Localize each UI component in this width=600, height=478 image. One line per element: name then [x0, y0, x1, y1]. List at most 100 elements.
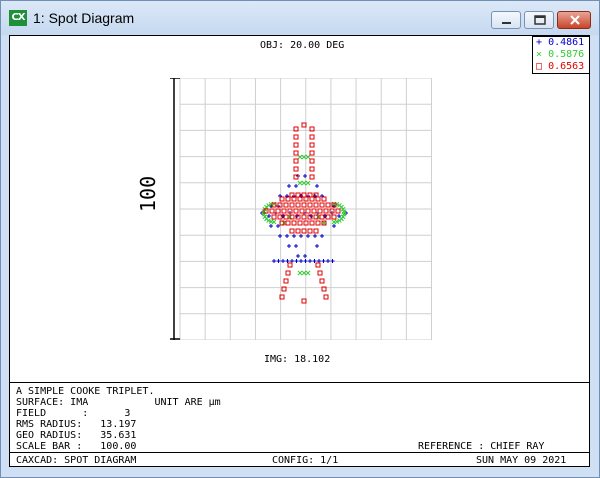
info-divider — [10, 382, 589, 383]
spot-point-red — [293, 134, 299, 140]
spot-point-red — [313, 192, 319, 198]
spot-point-blue — [287, 244, 291, 248]
spot-point-blue — [276, 224, 280, 228]
spot-point-red — [293, 174, 299, 180]
app-icon: CX — [9, 10, 27, 26]
legend-wavelength: 0.5876 — [548, 49, 585, 60]
spot-point-blue — [285, 234, 289, 238]
spot-point-red — [313, 228, 319, 234]
spot-point-blue — [269, 224, 273, 228]
spot-point-red — [289, 192, 295, 198]
spot-point-red — [319, 214, 325, 220]
spot-point-red — [309, 174, 315, 180]
spot-point-red — [263, 208, 269, 214]
spot-point-red — [309, 126, 315, 132]
spot-point-red — [295, 214, 301, 220]
spot-point-red — [271, 202, 277, 208]
minimize-button[interactable] — [491, 11, 521, 29]
spot-point-red — [307, 214, 313, 220]
reference-info: REFERENCE : CHIEF RAY — [418, 441, 545, 452]
spot-point-red — [301, 192, 307, 198]
footer-divider — [10, 452, 589, 453]
spot-point-red — [313, 214, 319, 220]
spot-point-green — [301, 154, 307, 160]
spot-point-red — [309, 158, 315, 164]
spot-point-blue — [276, 259, 281, 263]
cross-marker-icon: × — [536, 49, 543, 60]
spot-point-blue — [296, 254, 300, 258]
wavelength-legend: + 0.4861 × 0.5876 □ 0.6563 — [532, 36, 590, 74]
spot-point-red — [275, 208, 281, 214]
spot-point-red — [285, 196, 291, 202]
image-height-label: IMG: 18.102 — [264, 354, 331, 365]
footer-date: SUN MAY 09 2021 — [476, 455, 567, 466]
spot-point-red — [305, 208, 311, 214]
footer-program: CAXCAD: SPOT DIAGRAM — [16, 455, 137, 466]
object-field-label: OBJ: 20.00 DEG — [260, 40, 345, 51]
spot-point-red — [285, 220, 291, 226]
footer-config: CONFIG: 1/1 — [272, 455, 339, 466]
spot-point-green — [305, 154, 311, 160]
spot-point-green — [301, 180, 307, 186]
spot-point-blue — [267, 214, 271, 218]
spot-point-red — [289, 214, 295, 220]
title-bar[interactable]: CX 1: Spot Diagram — [1, 1, 599, 35]
spot-point-red — [297, 220, 303, 226]
spot-point-red — [315, 220, 321, 226]
spot-point-red — [287, 262, 293, 268]
spot-point-red — [309, 166, 315, 172]
spot-point-blue — [332, 224, 336, 228]
spot-point-blue — [303, 254, 307, 258]
spot-point-blue — [315, 244, 319, 248]
spot-point-red — [301, 298, 307, 304]
spot-point-red — [293, 126, 299, 132]
spot-point-red — [295, 228, 301, 234]
spot-point-red — [315, 262, 321, 268]
spot-point-red — [269, 208, 275, 214]
spot-point-red — [279, 294, 285, 300]
window-title: 1: Spot Diagram — [33, 10, 135, 26]
rms-radius-info: RMS RADIUS: 13.197 — [16, 419, 137, 430]
spot-point-blue — [281, 259, 285, 263]
legend-wavelength: 0.4861 — [548, 37, 585, 48]
spot-point-red — [323, 294, 329, 300]
close-button[interactable] — [557, 11, 591, 29]
spot-point-red — [309, 134, 315, 140]
legend-entry-1: × 0.5876 — [536, 49, 584, 60]
spot-point-red — [317, 208, 323, 214]
spot-point-red — [301, 202, 307, 208]
spot-point-blue — [337, 214, 341, 218]
spot-point-red — [325, 202, 331, 208]
spot-point-red — [293, 158, 299, 164]
legend-wavelength: 0.6563 — [548, 61, 585, 72]
spot-point-red — [317, 270, 323, 276]
spot-point-red — [319, 278, 325, 284]
spot-point-green — [305, 180, 311, 186]
spot-point-green — [331, 219, 337, 225]
spot-point-red — [281, 208, 287, 214]
spot-point-green — [297, 154, 303, 160]
spot-point-red — [309, 142, 315, 148]
spot-point-red — [271, 214, 277, 220]
spot-point-red — [301, 228, 307, 234]
spot-point-red — [307, 228, 313, 234]
spot-point-red — [311, 208, 317, 214]
spot-point-red — [279, 220, 285, 226]
spot-point-red — [287, 208, 293, 214]
spot-point-red — [303, 220, 309, 226]
maximize-button[interactable] — [524, 11, 554, 29]
spot-point-blue — [306, 234, 310, 238]
minimize-icon — [502, 22, 511, 24]
spot-point-blue — [320, 234, 324, 238]
spot-point-red — [315, 196, 321, 202]
spot-point-blue — [294, 244, 298, 248]
spot-point-blue — [278, 234, 282, 238]
plus-marker-icon: + — [536, 37, 543, 48]
spot-point-blue — [321, 259, 326, 263]
spot-point-red — [293, 142, 299, 148]
spot-point-red — [285, 270, 291, 276]
spot-point-blue — [294, 259, 299, 263]
spot-point-red — [301, 122, 307, 128]
diagram-canvas: OBJ: 20.00 DEG + 0.4861 × 0.5876 □ 0.656… — [9, 35, 590, 467]
